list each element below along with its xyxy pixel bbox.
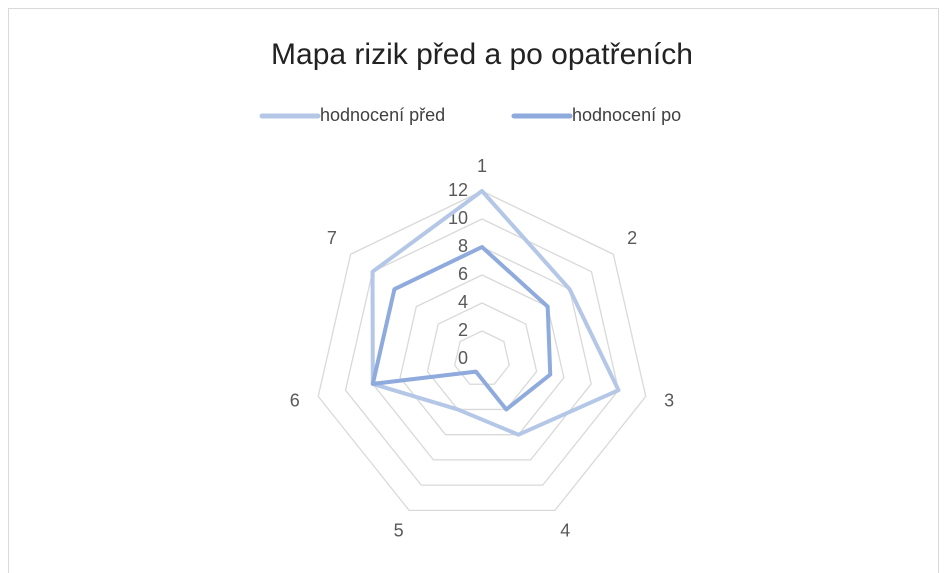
series-line <box>370 245 553 412</box>
legend-label: hodnocení před <box>320 105 445 125</box>
category-label: 4 <box>560 521 570 541</box>
category-label: 6 <box>290 390 300 410</box>
chart-title: Mapa rizik před a po opatřeních <box>271 38 693 71</box>
r-tick-label: 2 <box>458 320 468 340</box>
r-tick-label: 6 <box>458 264 468 284</box>
grid-ring <box>426 302 538 411</box>
r-tick-label: 12 <box>448 180 468 200</box>
category-label: 2 <box>627 228 637 248</box>
chart-border <box>8 8 939 573</box>
category-label: 1 <box>477 156 487 176</box>
grid-ring <box>317 190 647 512</box>
series-line <box>370 189 621 437</box>
grid-ring <box>344 218 620 486</box>
r-tick-label: 0 <box>458 348 468 368</box>
r-tick-label: 8 <box>458 236 468 256</box>
category-label: 7 <box>327 228 337 248</box>
grid-ring <box>399 274 565 436</box>
category-label: 5 <box>394 521 404 541</box>
r-tick-label: 4 <box>458 292 468 312</box>
category-label: 3 <box>664 390 674 410</box>
grid-ring <box>453 330 511 385</box>
legend-label: hodnocení po <box>572 105 681 125</box>
